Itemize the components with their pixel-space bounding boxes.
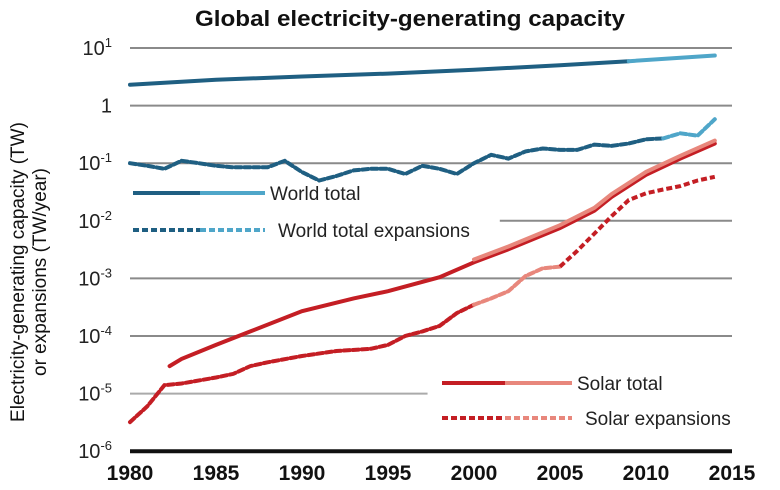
series-line-1 (128, 136, 666, 183)
series-line-light-1 (661, 117, 717, 141)
x-tick-label: 2000 (451, 462, 498, 485)
y-tick-label: 10-1 (78, 150, 112, 175)
y-tick-label: 10-2 (78, 208, 112, 233)
x-tick-label: 1980 (107, 462, 154, 485)
y-axis-ticks: 101 1 10-1 10-2 10-3 10-4 10-5 10-6 (78, 35, 112, 463)
legend-label: Solar total (577, 374, 663, 395)
legend-label: World total (270, 184, 360, 205)
x-tick-label: 1995 (365, 462, 412, 485)
legend-label: Solar expansions (585, 409, 731, 430)
series-line-0 (128, 59, 631, 87)
y-tick-label: 1 (101, 96, 112, 118)
series-line-light-0 (626, 53, 717, 64)
series-line-3 (128, 302, 476, 425)
series-line-light-2 (472, 138, 717, 262)
chart-title: Global electricity-generating capacity (195, 6, 626, 31)
x-tick-label: 2015 (709, 462, 756, 485)
y-tick-label: 10-4 (78, 323, 112, 348)
series-line-tail-3 (558, 174, 716, 269)
y-axis-label-line-1: Electricity-generating capacity (TW) (8, 122, 29, 422)
x-tick-label: 1985 (193, 462, 240, 485)
x-tick-label: 2005 (537, 462, 584, 485)
x-axis-ticks: 1980 1985 1990 1995 2000 2005 2010 2015 (107, 462, 756, 485)
y-tick-label: 10-3 (78, 265, 112, 290)
legend-label: World total expansions (278, 221, 470, 242)
y-tick-label: 10-5 (78, 381, 112, 406)
y-axis-label-line-2: or expansions (TW/year) (30, 168, 51, 376)
y-axis-label: Electricity-generating capacity (TW) or … (8, 122, 51, 422)
x-tick-label: 1990 (279, 462, 326, 485)
series-line-light-3 (472, 264, 562, 307)
series-lines (128, 53, 717, 425)
x-tick-label: 2010 (623, 462, 670, 485)
y-tick-label: 101 (83, 35, 112, 60)
series-line-2 (167, 141, 717, 369)
y-tick-label: 10-6 (78, 438, 112, 463)
legend: World total World total expansions Solar t… (133, 184, 731, 430)
